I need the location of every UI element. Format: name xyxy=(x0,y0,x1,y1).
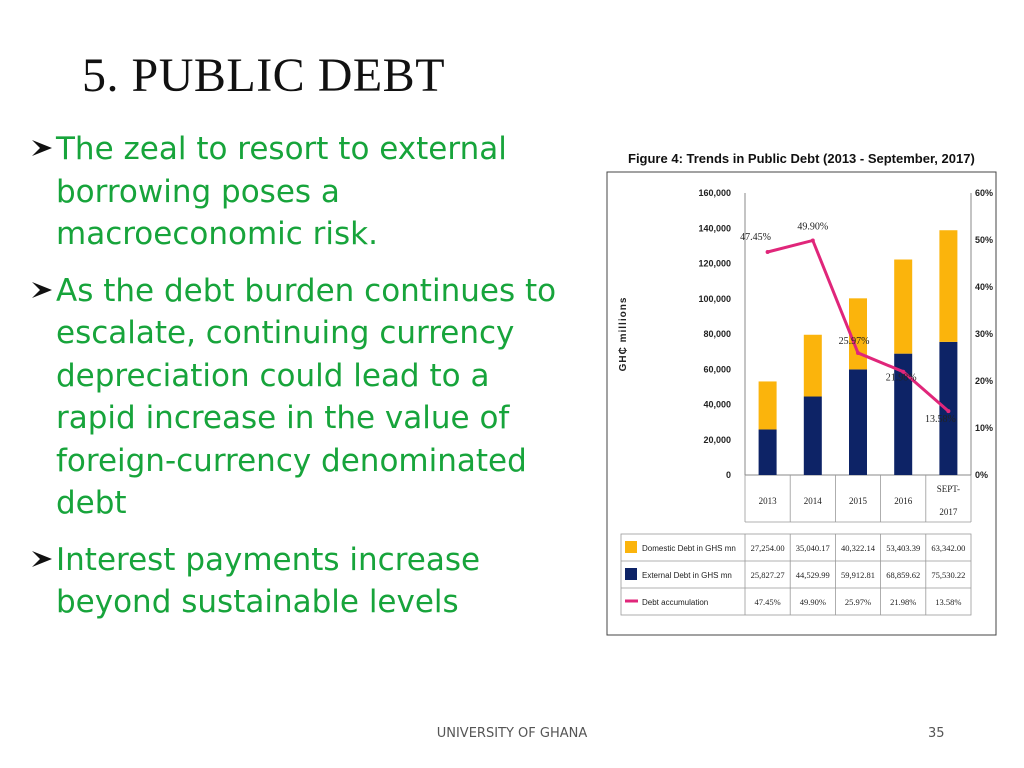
debt-accumulation-point xyxy=(946,409,951,414)
y-tick-label: 120,000 xyxy=(698,259,731,269)
data-table-cell: 53,403.39 xyxy=(886,543,920,553)
data-table-cell: 68,859.62 xyxy=(886,570,920,580)
data-table-cell: 27,254.00 xyxy=(751,543,785,553)
legend-swatch-external xyxy=(625,568,637,580)
y2-tick-label: 0% xyxy=(975,470,988,480)
bullet-text: The zeal to resort to external borrowing… xyxy=(56,131,507,252)
y-tick-label: 60,000 xyxy=(703,364,731,374)
data-table-cell: 63,342.00 xyxy=(931,543,965,553)
x-tick-label: 2013 xyxy=(759,496,778,506)
y-tick-label: 40,000 xyxy=(703,400,731,410)
bullet-item: Interest payments increase beyond sustai… xyxy=(30,539,570,624)
data-table-cell: 35,040.17 xyxy=(796,543,830,553)
page-number: 35 xyxy=(928,726,945,741)
y2-tick-label: 50% xyxy=(975,235,993,245)
chart-frame xyxy=(606,171,997,636)
debt-accumulation-point xyxy=(901,369,906,374)
x-tick-label: 2015 xyxy=(849,496,868,506)
bar-domestic-debt xyxy=(803,334,822,397)
y2-tick-label: 60% xyxy=(975,188,993,198)
bullet-list: The zeal to resort to external borrowing… xyxy=(30,128,570,638)
bar-external-debt xyxy=(758,429,777,475)
data-table-cell: 44,529.99 xyxy=(796,570,830,580)
data-table-cell: 40,322.14 xyxy=(841,543,876,553)
y2-tick-label: 40% xyxy=(975,282,993,292)
x-tick-label: 2017 xyxy=(939,507,958,517)
bullet-text: Interest payments increase beyond sustai… xyxy=(56,541,481,621)
data-label-accumulation: 13.58% xyxy=(925,414,956,425)
bar-domestic-debt xyxy=(849,298,867,370)
legend-entry: Domestic Debt in GHS mn xyxy=(642,544,736,553)
data-table-cell: 47.45% xyxy=(754,597,780,607)
y-tick-label: 140,000 xyxy=(698,223,731,233)
bullet-item: The zeal to resort to external borrowing… xyxy=(30,128,570,256)
data-table-frame xyxy=(620,533,972,616)
data-table-cell: 21.98% xyxy=(890,597,916,607)
y-tick-label: 0 xyxy=(726,470,731,480)
bar-external-debt xyxy=(849,369,867,475)
debt-accumulation-point xyxy=(856,350,860,355)
y-tick-label: 80,000 xyxy=(703,329,731,339)
bullet-text: As the debt burden continues to escalate… xyxy=(56,272,557,522)
bar-domestic-debt xyxy=(758,381,777,430)
data-table-cell: 13.58% xyxy=(935,597,961,607)
legend-swatch-domestic xyxy=(625,541,637,553)
debt-accumulation-point xyxy=(810,238,815,243)
arrow-bullet-icon xyxy=(32,140,52,156)
debt-accumulation-point xyxy=(765,249,770,254)
arrow-bullet-icon xyxy=(32,281,52,298)
x-tick-label: 2014 xyxy=(804,496,823,506)
y-tick-label: 160,000 xyxy=(698,188,731,198)
data-label-accumulation: 25.97% xyxy=(839,336,870,347)
data-table-cell: 25,827.27 xyxy=(751,570,785,580)
bar-domestic-debt xyxy=(894,259,913,354)
data-label-accumulation: 47.45% xyxy=(740,232,771,243)
y-axis-title: GH₵ millions xyxy=(617,297,629,372)
bar-external-debt xyxy=(894,353,913,475)
footer-text: UNIVERSITY OF GHANA xyxy=(436,726,588,741)
slide-title: 5. PUBLIC DEBT xyxy=(82,49,446,102)
y2-tick-label: 10% xyxy=(975,423,993,433)
chart-title: Figure 4: Trends in Public Debt (2013 - … xyxy=(628,151,975,166)
legend-entry: External Debt in GHS mn xyxy=(642,571,732,580)
y-tick-label: 20,000 xyxy=(703,435,731,445)
data-table-cell: 25.97% xyxy=(845,597,871,607)
data-table-cell: 75,530.22 xyxy=(931,570,965,580)
bar-external-debt xyxy=(803,396,822,475)
data-table-cell: 49.90% xyxy=(800,597,826,607)
x-tick-label: 2016 xyxy=(894,496,913,506)
bar-domestic-debt xyxy=(939,230,958,342)
y-tick-label: 100,000 xyxy=(698,294,731,304)
data-label-accumulation: 49.90% xyxy=(797,221,828,232)
y2-tick-label: 20% xyxy=(975,376,993,386)
x-tick-label: SEPT- xyxy=(937,484,960,494)
public-debt-chart: Figure 4: Trends in Public Debt (2013 - … xyxy=(606,151,997,636)
arrow-bullet-icon xyxy=(32,550,52,567)
legend-entry: Debt accumulation xyxy=(642,598,708,607)
bullet-item: As the debt burden continues to escalate… xyxy=(30,270,570,525)
data-label-accumulation: 21.98% xyxy=(886,373,917,384)
data-table-cell: 59,912.81 xyxy=(841,570,875,580)
bar-external-debt xyxy=(939,341,958,475)
y2-tick-label: 30% xyxy=(975,329,993,339)
